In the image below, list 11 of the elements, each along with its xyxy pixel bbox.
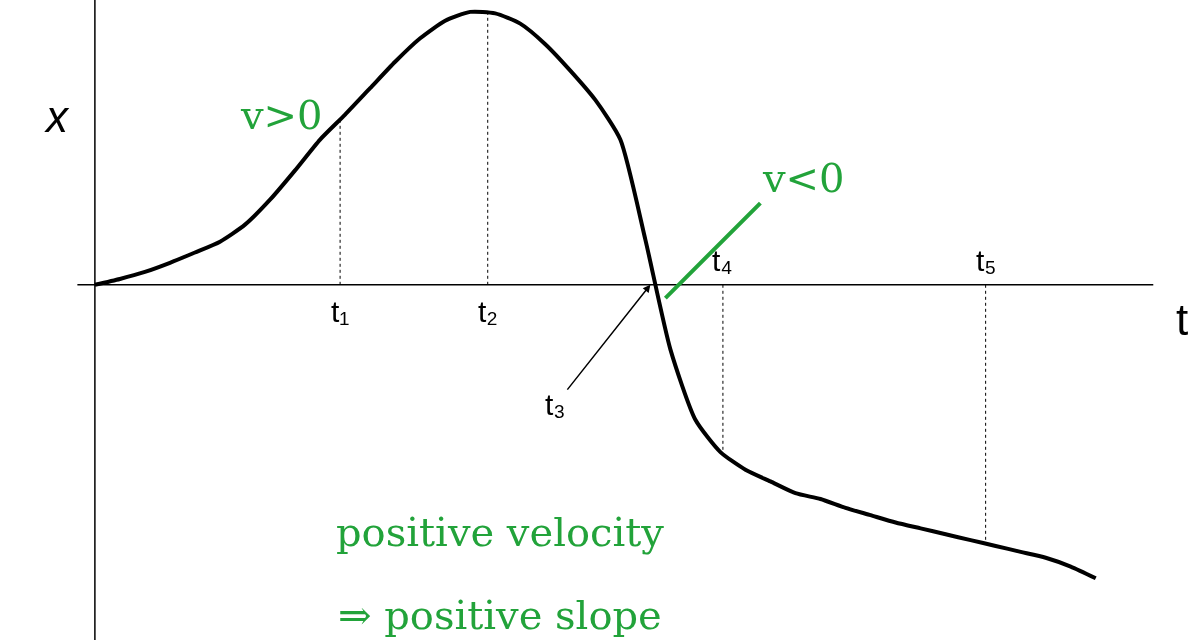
x-axis-title: t	[1176, 295, 1189, 344]
annotation: t₅	[976, 244, 997, 277]
text: ⇒ positive slope	[338, 592, 662, 638]
annotation: v>0	[240, 92, 323, 138]
annotation: positive velocity	[336, 509, 665, 555]
y-axis-title: x	[44, 92, 70, 141]
annotation: t₂	[478, 295, 498, 328]
annotation: v<0	[762, 155, 845, 201]
annotation: t₄	[712, 244, 733, 277]
annotation: t₁	[331, 295, 350, 328]
annotation: t₃	[545, 388, 566, 421]
